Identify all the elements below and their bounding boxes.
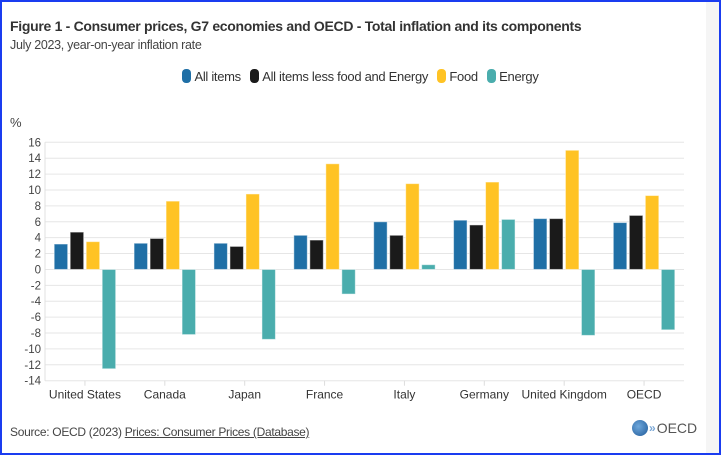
- bar-all-items-less-food-and-energy-united-states: [69, 231, 85, 270]
- x-tick-label: France: [306, 388, 344, 402]
- bar-all-items-france: [293, 234, 308, 270]
- legend-item-food[interactable]: Food: [437, 69, 478, 84]
- x-tick-label: Canada: [144, 388, 186, 402]
- legend-item-all-items[interactable]: All items: [182, 69, 241, 84]
- y-tick-label: -8: [31, 328, 41, 340]
- y-tick-label: 16: [28, 137, 41, 149]
- bar-energy-japan: [261, 268, 276, 340]
- source-link[interactable]: Prices: Consumer Prices (Database): [124, 425, 310, 439]
- x-tick-label: OECD: [627, 388, 662, 402]
- y-tick-label: -2: [31, 280, 41, 292]
- legend-swatch: [250, 69, 260, 83]
- bar-food-canada: [165, 200, 181, 270]
- bar-all-items-oecd: [612, 222, 628, 270]
- y-tick-label: 10: [28, 185, 41, 197]
- bar-food-japan: [245, 193, 260, 270]
- y-axis-unit: %: [10, 115, 22, 130]
- bar-energy-oecd: [660, 268, 676, 331]
- bar-all-items-less-food-and-energy-canada: [149, 237, 165, 270]
- x-tick-label: Italy: [393, 388, 415, 402]
- bar-energy-france: [341, 268, 356, 295]
- legend-label: Energy: [499, 69, 539, 84]
- bar-energy-italy: [421, 264, 436, 270]
- legend-label: Food: [449, 69, 478, 84]
- legend: All items All items less food and Energy…: [2, 69, 719, 84]
- bar-food-oecd: [644, 195, 660, 270]
- bar-all-items-italy: [373, 221, 388, 270]
- y-tick-label: -12: [24, 360, 41, 372]
- bar-energy-germany: [501, 218, 516, 270]
- bar-all-items-japan: [213, 242, 228, 270]
- legend-item-energy[interactable]: Energy: [487, 69, 539, 84]
- bar-all-items-less-food-and-energy-france: [309, 239, 324, 270]
- bar-energy-united-kingdom: [580, 268, 596, 336]
- chart-title: Figure 1 - Consumer prices, G7 economies…: [10, 18, 582, 34]
- globe-icon: [632, 420, 648, 436]
- legend-item-core[interactable]: All items less food and Energy: [250, 69, 428, 84]
- chart-subtitle: July 2023, year-on-year inflation rate: [10, 38, 202, 52]
- legend-swatch: [487, 69, 497, 83]
- bar-energy-canada: [181, 268, 197, 336]
- x-tick-label: United States: [49, 388, 121, 402]
- chevrons-icon: »: [649, 421, 656, 435]
- bar-energy-united-states: [101, 268, 117, 370]
- source-prefix: Source: OECD (2023): [10, 425, 125, 439]
- legend-label: All items less food and Energy: [262, 69, 429, 84]
- source-note: Source: OECD (2023) Prices: Consumer Pri…: [10, 425, 310, 439]
- bar-food-united-states: [85, 241, 101, 270]
- y-tick-label: 0: [35, 264, 41, 276]
- y-tick-label: 8: [35, 201, 41, 213]
- bar-all-items-less-food-and-energy-oecd: [628, 214, 644, 270]
- side-strip: [706, 2, 719, 453]
- legend-swatch: [437, 69, 447, 83]
- legend-swatch: [182, 69, 192, 83]
- y-tick-label: 4: [35, 233, 42, 245]
- bar-food-united-kingdom: [564, 149, 580, 270]
- bar-all-items-united-states: [53, 243, 69, 270]
- bar-food-italy: [405, 183, 420, 270]
- bar-food-france: [325, 163, 340, 270]
- bar-all-items-less-food-and-energy-germany: [469, 224, 484, 270]
- y-tick-label: 12: [28, 169, 41, 181]
- bar-all-items-united-kingdom: [532, 218, 548, 270]
- y-tick-label: -6: [31, 312, 41, 324]
- legend-label: All items: [194, 69, 241, 84]
- y-tick-label: 2: [35, 249, 41, 261]
- bar-all-items-less-food-and-energy-italy: [389, 234, 404, 270]
- oecd-logo: » OECD: [632, 420, 697, 436]
- y-tick-label: -10: [24, 344, 41, 356]
- x-tick-label: Japan: [228, 388, 261, 402]
- bar-all-items-less-food-and-energy-japan: [229, 245, 244, 270]
- bar-all-items-less-food-and-energy-united-kingdom: [548, 218, 564, 270]
- y-tick-label: 6: [35, 217, 41, 229]
- logo-text: OECD: [656, 420, 698, 436]
- bar-all-items-canada: [133, 242, 149, 270]
- y-tick-label: 14: [28, 153, 41, 165]
- y-tick-label: -4: [31, 296, 42, 308]
- y-tick-label: -14: [24, 376, 41, 388]
- bar-all-items-germany: [453, 219, 468, 270]
- x-tick-label: United Kingdom: [521, 388, 606, 402]
- x-tick-label: Germany: [460, 388, 509, 402]
- bar-food-germany: [485, 181, 500, 270]
